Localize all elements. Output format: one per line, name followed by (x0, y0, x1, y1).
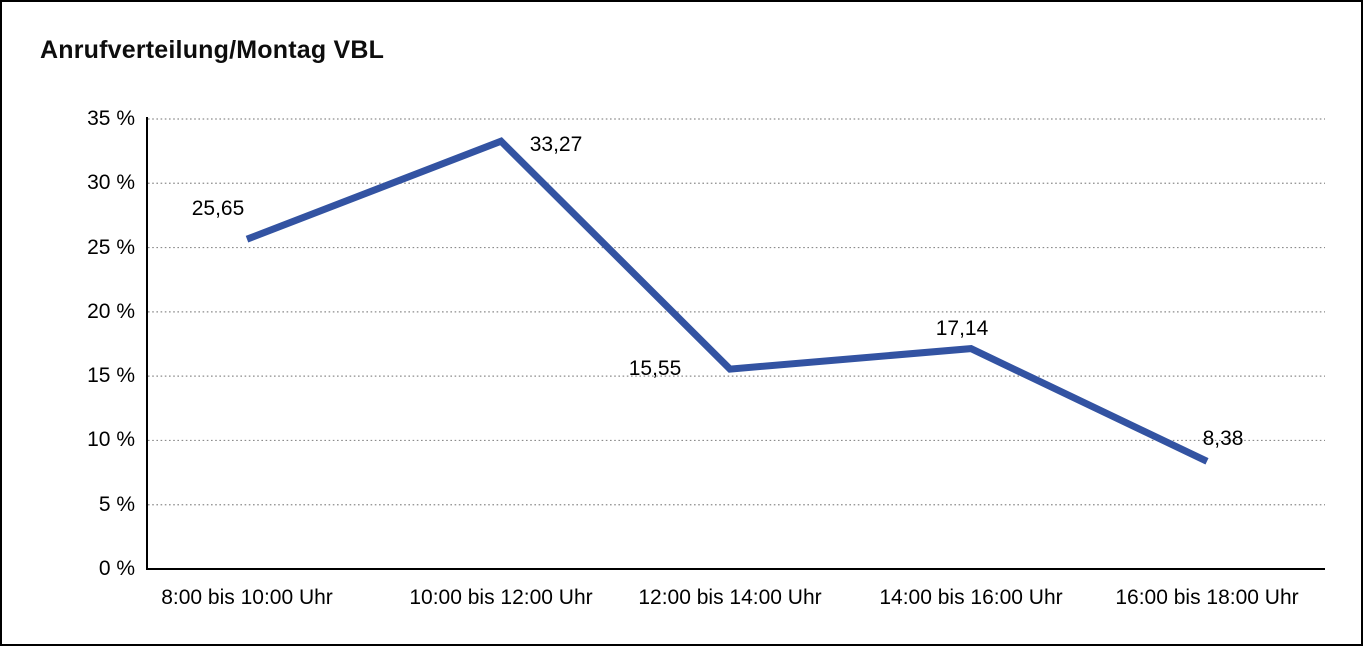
data-value-label: 25,65 (191, 197, 245, 220)
y-tick-label: 20 % (87, 299, 135, 323)
chart-title: Anrufverteilung/Montag VBL (40, 36, 385, 64)
y-tick-label: 30 % (87, 171, 135, 195)
y-tick-label: 25 % (87, 235, 135, 259)
x-tick-label: 10:00 bis 12:00 Uhr (409, 586, 593, 609)
y-tick-label: 0 % (98, 557, 135, 580)
x-tick-label: 12:00 bis 14:00 Uhr (638, 586, 822, 609)
series-line (245, 137, 1209, 465)
data-value-label: 33,27 (529, 133, 583, 156)
x-tick-label: 14:00 bis 16:00 Uhr (879, 586, 1063, 609)
y-tick-label: 10 % (87, 428, 135, 452)
data-value-label: 17,14 (935, 317, 989, 340)
y-tick-label: 15 % (87, 364, 135, 388)
y-tick-label: 35 % (87, 107, 135, 130)
data-value-label: 15,55 (628, 357, 682, 380)
data-value-label: 8,38 (1202, 427, 1244, 450)
x-tick-label: 16:00 bis 18:00 Uhr (1115, 586, 1299, 609)
y-tick-label: 5 % (98, 492, 135, 516)
x-tick-label: 8:00 bis 10:00 Uhr (161, 586, 333, 609)
